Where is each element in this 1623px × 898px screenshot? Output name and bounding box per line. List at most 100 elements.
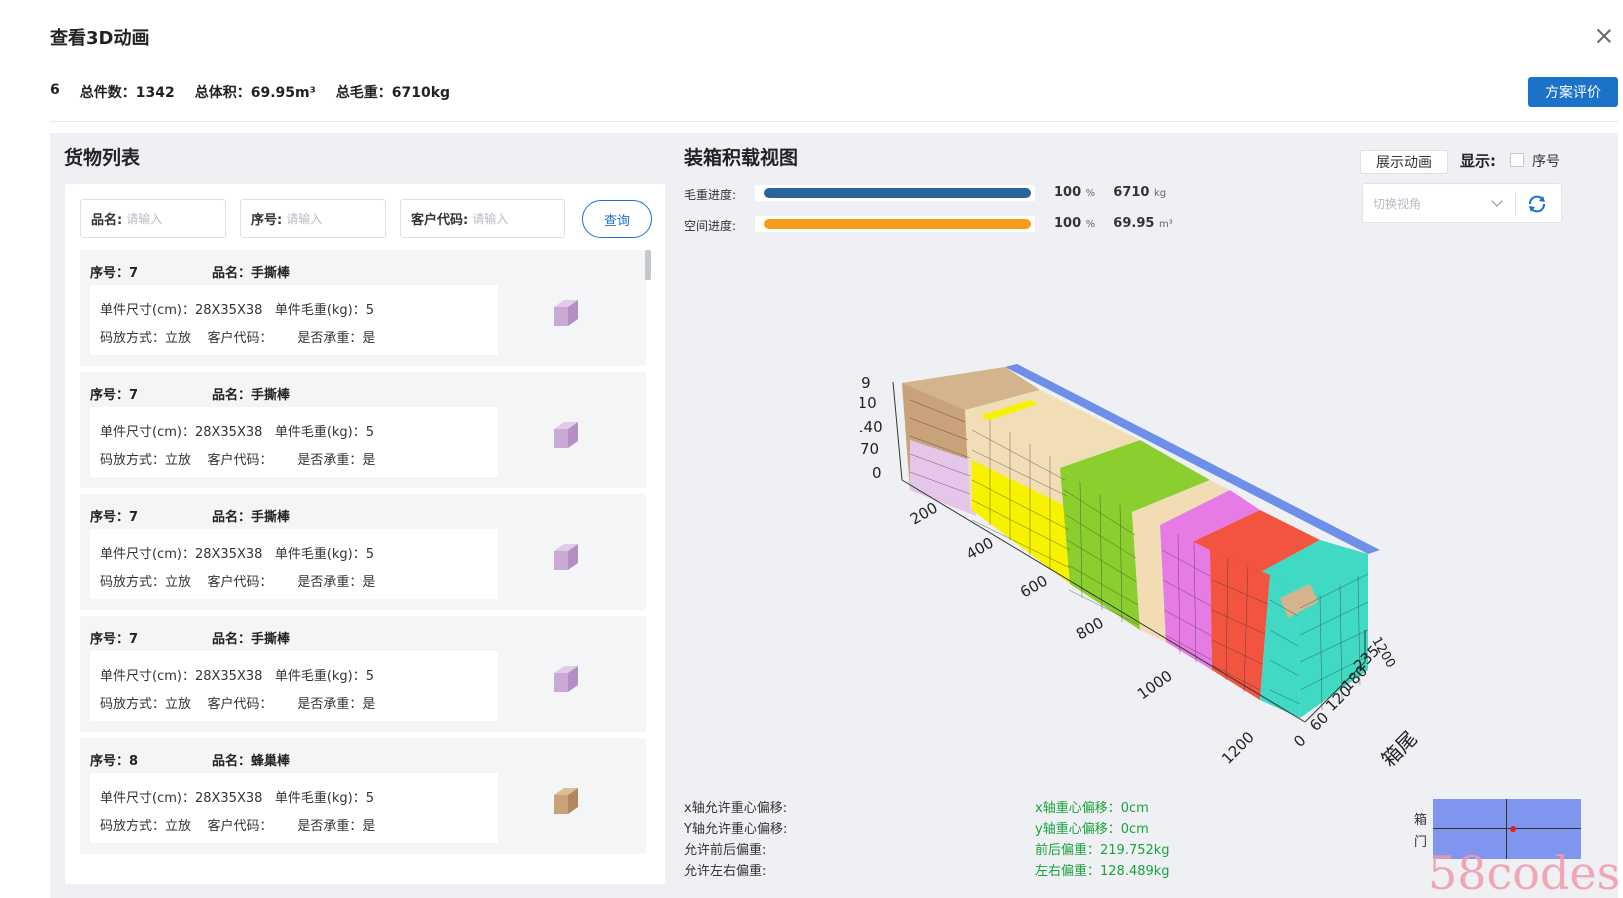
y-tick: 60 — [1306, 709, 1332, 735]
block-yellow-side — [972, 460, 1070, 584]
filter-name-input[interactable] — [126, 211, 207, 226]
item-bearing: 是否承重：是 — [297, 575, 376, 590]
item-details: 单件尺寸(cm)：28X35X38 单件毛重(kg)：5 码放方式：立放 客户代… — [90, 773, 498, 843]
refresh-icon[interactable] — [1525, 192, 1549, 216]
door-label-1: 箱 — [1414, 813, 1428, 828]
space-value: 69.95 — [1113, 216, 1155, 231]
x-offset-value: x轴重心偏移：0cm — [1035, 801, 1149, 816]
item-weight: 单件毛重(kg)：5 — [274, 791, 375, 806]
summary-total-weight: 总毛重：6710kg — [335, 85, 451, 101]
item-seq: 序号：7 — [90, 632, 139, 647]
filter-customer-input[interactable] — [472, 211, 543, 226]
item-details: 单件尺寸(cm)：28X35X38 单件毛重(kg)：5 码放方式：立放 客户代… — [90, 407, 498, 477]
x-tick: 400 — [963, 534, 997, 564]
item-customer: 客户代码： — [207, 697, 273, 712]
z-tick: 269 — [860, 374, 871, 392]
summary-total-volume: 总体积：69.95m³ — [194, 85, 316, 101]
block-lilac-side — [910, 440, 970, 508]
item-seq: 序号：7 — [90, 388, 139, 403]
item-details: 单件尺寸(cm)：28X35X38 单件毛重(kg)：5 码放方式：立放 客户代… — [90, 529, 498, 599]
block-cream2-side — [1132, 512, 1166, 642]
filter-name-label: 品名: — [91, 213, 123, 228]
item-bearing: 是否承重：是 — [297, 819, 376, 834]
block-teal-top — [1250, 540, 1368, 590]
show-label: 显示: — [1460, 152, 1496, 170]
list-item[interactable]: 序号：7 品名：手撕棒 单件尺寸(cm)：28X35X38 单件毛重(kg)：5 … — [80, 372, 646, 488]
container-top-edge — [1005, 364, 1380, 554]
chevron-down-icon[interactable] — [1491, 195, 1503, 207]
tail-label: 箱尾 — [1377, 726, 1422, 771]
query-button[interactable]: 查询 — [582, 200, 652, 238]
door-label-2: 门 — [1414, 835, 1428, 850]
z-tick: 70 — [860, 440, 879, 458]
summary-total-count: 总件数：1342 — [79, 85, 175, 101]
item-name: 品名：蜂巢棒 — [212, 754, 291, 769]
list-item[interactable]: 序号：7 品名：手撕棒 单件尺寸(cm)：28X35X38 单件毛重(kg)：5 … — [80, 250, 646, 366]
z-tick: 210 — [860, 394, 877, 412]
item-place: 码放方式：立放 — [100, 331, 192, 346]
list-item[interactable]: 序号：7 品名：手撕棒 单件尺寸(cm)：28X35X38 单件毛重(kg)：5 … — [80, 494, 646, 610]
block-yellow-strip — [972, 400, 1038, 424]
weight-percent-unit: % — [1085, 188, 1096, 199]
item-name: 品名：手撕棒 — [212, 266, 291, 281]
block-cream2-top — [1132, 480, 1230, 525]
weight-unit: kg — [1154, 188, 1167, 199]
y-allow-offset-label: Y轴允许重心偏移: — [684, 822, 788, 837]
item-customer: 客户代码： — [207, 819, 273, 834]
item-weight: 单件毛重(kg)：5 — [274, 669, 375, 684]
space-progress-bar — [764, 219, 1031, 229]
cargo-cube-icon — [554, 788, 578, 814]
cargo-cube-icon — [554, 422, 578, 448]
seq-checkbox-label[interactable]: 序号 — [1532, 154, 1560, 170]
close-icon[interactable] — [1596, 28, 1612, 44]
container-3d-view[interactable]: 269 210 140 70 0 200 400 600 800 1000 12… — [860, 340, 1480, 780]
item-size: 单件尺寸(cm)：28X35X38 — [100, 669, 263, 684]
seq-checkbox[interactable] — [1510, 153, 1524, 167]
item-name: 品名：手撕棒 — [212, 510, 291, 525]
eval-button[interactable]: 方案评价 — [1528, 77, 1618, 107]
z-tick: 0 — [872, 464, 882, 482]
block-red-side — [1210, 550, 1270, 700]
allow-front-back-label: 允许前后偏重: — [684, 843, 767, 858]
block-tan-small — [1280, 584, 1318, 618]
x-allow-offset-label: x轴允许重心偏移: — [684, 801, 788, 816]
filter-customer[interactable]: 客户代码: — [400, 199, 565, 238]
item-customer: 客户代码： — [207, 453, 273, 468]
center-of-gravity-map — [1433, 799, 1581, 859]
weight-progress-label: 毛重进度: — [684, 188, 737, 202]
cargo-list-title: 货物列表 — [64, 147, 141, 169]
x-tick: 800 — [1073, 614, 1107, 644]
y-offset-value: y轴重心偏移：0cm — [1035, 822, 1149, 837]
filter-name[interactable]: 品名: — [80, 199, 226, 238]
y-tick: 0 — [1290, 731, 1309, 750]
cargo-cube-icon — [554, 300, 578, 326]
block-pink-side — [1160, 525, 1212, 670]
block-green-top — [1060, 440, 1210, 512]
block-grid — [909, 399, 1369, 711]
space-progress-value: 100 % 69.95 m³ — [1054, 216, 1173, 231]
view-select[interactable]: 切换视角 — [1362, 183, 1562, 223]
axes — [892, 381, 1366, 723]
show-animation-button[interactable]: 展示动画 — [1360, 150, 1448, 174]
z-tick: 140 — [860, 418, 883, 436]
filter-seq[interactable]: 序号: — [240, 199, 386, 238]
list-item[interactable]: 序号：8 品名：蜂巢棒 单件尺寸(cm)：28X35X38 单件毛重(kg)：5 … — [80, 738, 646, 854]
item-details: 单件尺寸(cm)：28X35X38 单件毛重(kg)：5 码放方式：立放 客户代… — [90, 651, 498, 721]
item-bearing: 是否承重：是 — [297, 331, 376, 346]
item-place: 码放方式：立放 — [100, 697, 192, 712]
cargo-list[interactable]: 序号：7 品名：手撕棒 单件尺寸(cm)：28X35X38 单件毛重(kg)：5 … — [80, 250, 646, 884]
item-weight: 单件毛重(kg)：5 — [274, 547, 375, 562]
block-cream-upper — [972, 410, 1070, 508]
list-item[interactable]: 序号：7 品名：手撕棒 单件尺寸(cm)：28X35X38 单件毛重(kg)：5 … — [80, 616, 646, 732]
x-tick: 1000 — [1134, 667, 1176, 704]
block-tan-top — [902, 367, 1040, 410]
item-name: 品名：手撕棒 — [212, 388, 291, 403]
item-bearing: 是否承重：是 — [297, 453, 376, 468]
item-seq: 序号：7 — [90, 510, 139, 525]
space-percent: 100 — [1054, 216, 1082, 231]
filter-customer-label: 客户代码: — [411, 213, 469, 228]
filter-seq-input[interactable] — [286, 211, 367, 226]
block-pink-top — [1160, 490, 1260, 543]
list-scrollbar[interactable] — [645, 250, 651, 280]
left-right-weight-value: 左右偏重：128.489kg — [1035, 864, 1170, 879]
